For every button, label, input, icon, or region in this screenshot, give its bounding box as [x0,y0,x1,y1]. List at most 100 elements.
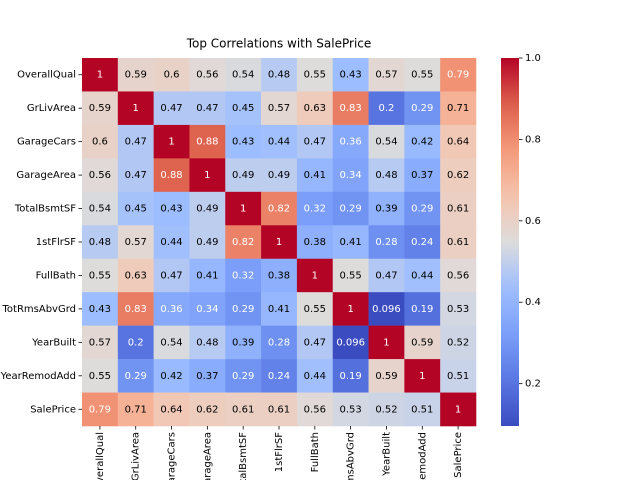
heatmap-cell [332,359,369,393]
cell-label: 0.41 [340,237,362,248]
heatmap-cell [153,158,190,193]
heatmap-cell [153,392,190,427]
cell-label: 0.19 [340,371,362,382]
heatmap-cell [153,191,190,226]
cell-label: 0.51 [447,371,469,382]
cell-label: 0.83 [125,304,147,315]
cell-label: 0.34 [196,304,218,315]
heatmap-cell [117,258,154,293]
cell-label: 0.82 [232,237,254,248]
cell-label: 0.62 [447,170,469,181]
cell-label: 0.41 [304,170,326,181]
heatmap-cell [296,225,334,260]
x-tick-label: GarageArea [202,432,213,480]
heatmap-cell [117,58,154,92]
x-tick-label: GarageCars [167,432,178,480]
heatmap-cell [261,359,298,393]
cell-label: 0.32 [232,270,254,281]
y-tick-label: GarageArea [16,170,76,181]
cell-label: 0.43 [89,304,111,315]
cell-label: 0.42 [411,137,433,148]
heatmap-cell [368,158,405,193]
heatmap-cell [404,292,441,326]
cell-label: 0.59 [375,371,397,382]
cell-label: 0.61 [268,404,290,415]
cell-label: 0.47 [125,137,147,148]
heatmap-cell [225,124,262,159]
heatmap-cell [189,225,226,260]
cell-label: 0.48 [196,337,218,348]
heatmap-cell [404,91,441,126]
cell-label: 0.47 [375,270,397,281]
heatmap-cell [153,225,190,260]
heatmap-cell [82,258,119,293]
heatmap-cell [332,292,369,326]
cell-label: 0.54 [160,337,182,348]
heatmap-cell [82,124,119,159]
cell-label: 0.48 [268,70,290,81]
cell-label: 0.55 [304,70,326,81]
heatmap-cell [117,359,154,393]
cell-label: 0.57 [125,237,147,248]
heatmap-cell [82,325,119,360]
cell-label: 1 [347,304,353,315]
heatmap-cell [296,325,334,360]
cell-label: 0.56 [447,270,469,281]
cell-label: 1 [455,404,461,415]
heatmap-cell [296,392,334,427]
heatmap-cell [153,58,190,92]
heatmap-cell [225,58,262,92]
cell-label: 0.2 [128,337,144,348]
cell-label: 0.54 [89,204,111,215]
heatmap-cell [332,258,369,293]
cell-label: 0.28 [268,337,290,348]
cell-label: 0.47 [125,170,147,181]
heatmap-cell [117,392,154,427]
cell-label: 0.44 [411,270,433,281]
heatmap-cell [117,91,154,126]
x-tick-label: YearRemodAdd [417,432,428,480]
heatmap-cell [225,158,262,193]
cell-label: 0.41 [196,270,218,281]
cell-label: 0.55 [411,70,433,81]
cell-label: 0.48 [375,170,397,181]
cell-label: 0.62 [196,404,218,415]
cell-label: 0.45 [232,103,254,114]
cell-label: 0.83 [340,103,362,114]
cell-label: 0.52 [375,404,397,415]
heatmap-cell [225,359,262,393]
cell-label: 0.49 [196,237,218,248]
heatmap-cell [117,325,154,360]
heatmap-cell [82,91,119,126]
x-tick-label: YearBuilt [381,432,392,477]
heatmap-cell [440,392,477,427]
heatmap-cell [440,158,477,193]
heatmap-cell [440,225,477,260]
heatmap-cell [225,225,262,260]
heatmap-cell [225,258,262,293]
cell-label: 1 [168,137,174,148]
cell-label: 1 [419,371,425,382]
cell-label: 0.59 [125,70,147,81]
cell-label: 0.24 [268,371,290,382]
cell-label: 1 [383,337,389,348]
heatmap-cell [82,292,119,326]
cell-label: 0.55 [89,371,111,382]
cell-label: 0.55 [304,304,326,315]
heatmap-cell [225,325,262,360]
heatmap-cell [368,392,405,427]
y-tick-label: SalePrice [30,404,76,415]
cell-label: 0.47 [304,337,326,348]
heatmap-cell [261,225,298,260]
colorbar-tick-label: 0.6 [525,216,541,227]
heatmap-cell [82,392,119,427]
cell-label: 0.42 [160,371,182,382]
x-tick-label: GrLivArea [131,432,142,480]
heatmap-cell [296,124,334,159]
heatmap-cell [404,158,441,193]
cell-label: 0.49 [232,170,254,181]
heatmap-cell [404,325,441,360]
heatmap-cell [189,91,226,126]
heatmap-cell [261,392,298,427]
